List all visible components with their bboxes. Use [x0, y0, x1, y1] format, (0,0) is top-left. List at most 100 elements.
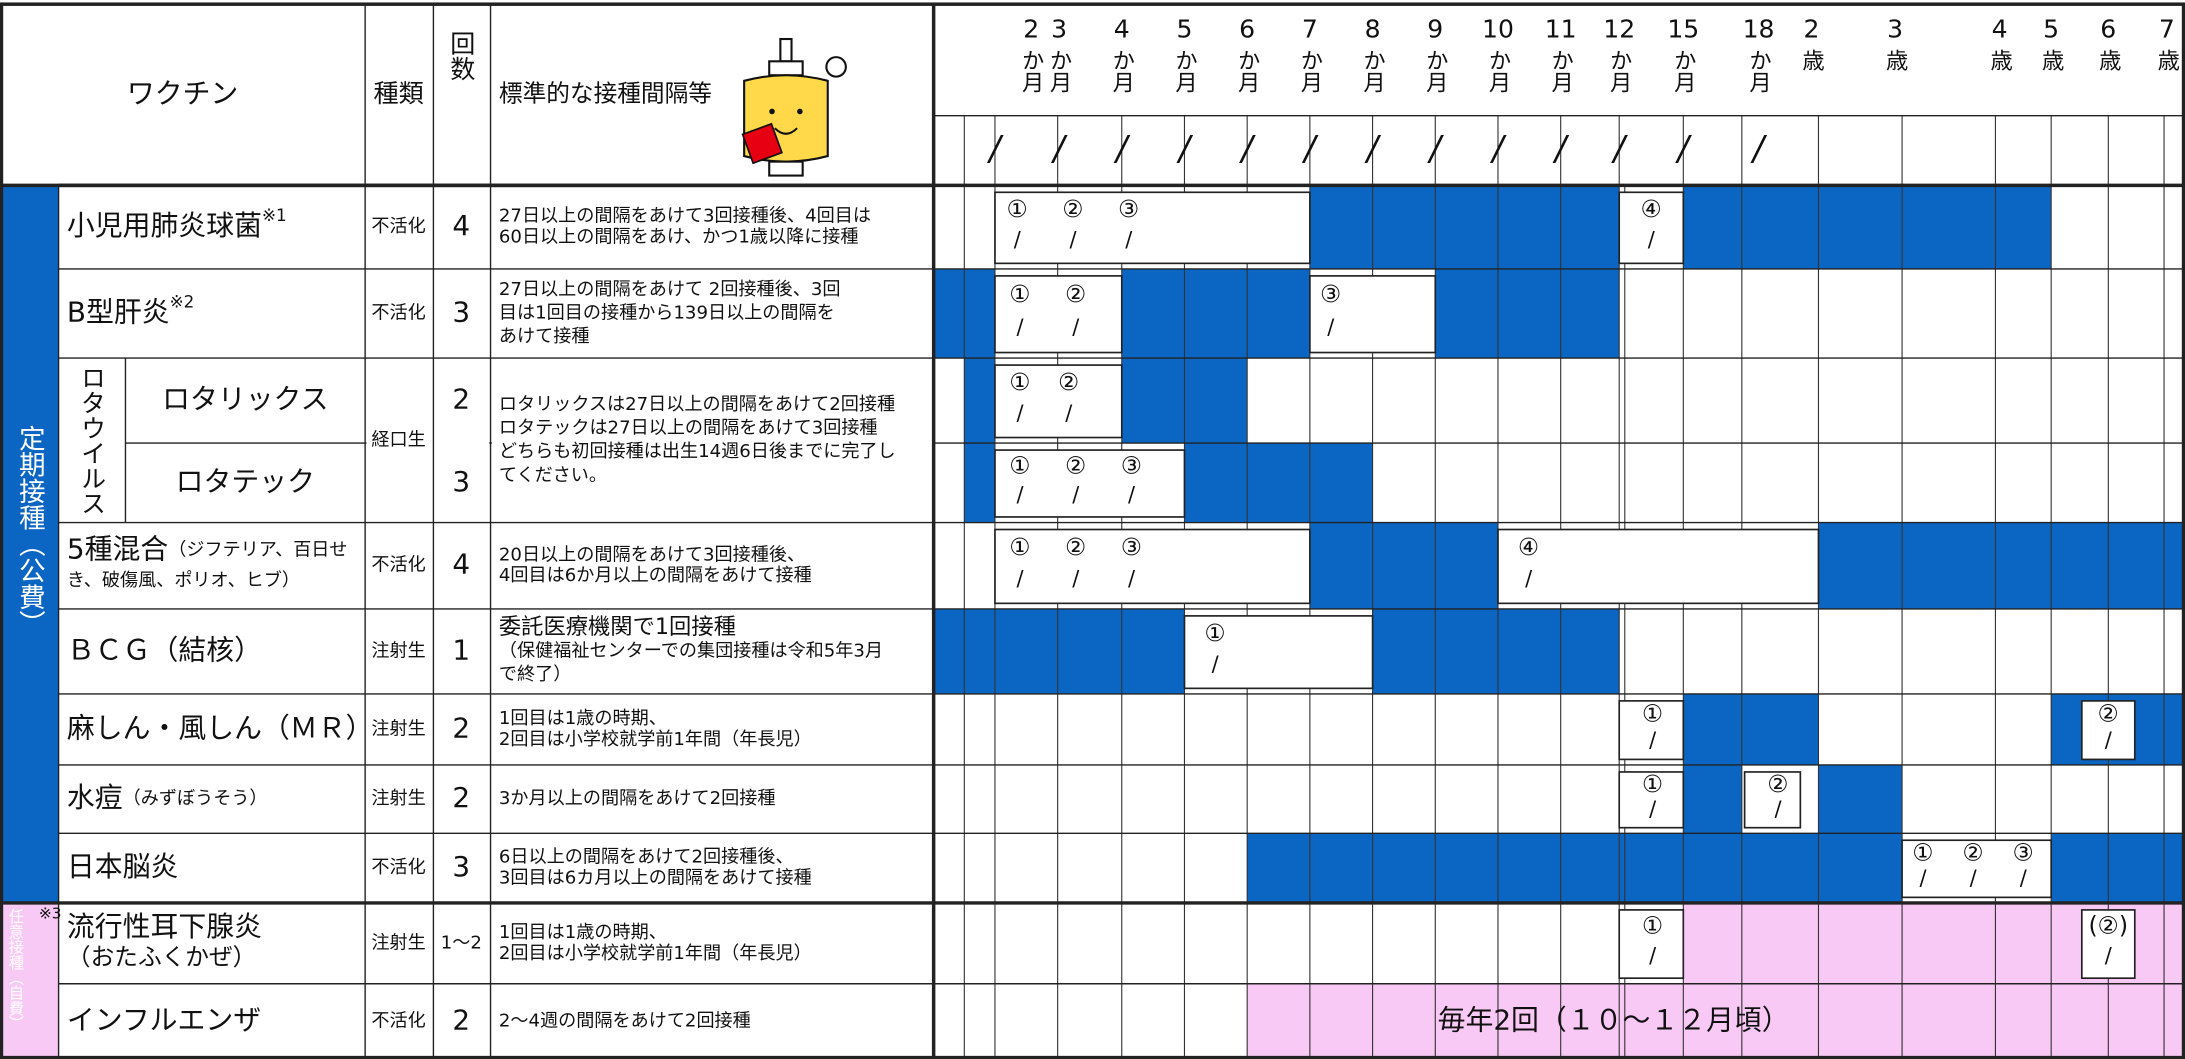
vaccine-sub: （みずぼうそう）	[123, 788, 268, 809]
date-slash: /	[1750, 129, 1768, 168]
age-unit: か月	[1297, 49, 1323, 94]
date-slash: /	[1675, 129, 1693, 168]
dose-count: 4	[452, 548, 470, 581]
dose-count: 2	[452, 711, 470, 744]
dose-label: ②	[1065, 280, 1086, 308]
dose-label: ②	[1065, 533, 1086, 561]
age-number: 3	[1887, 15, 1903, 44]
dose-box	[1618, 771, 1685, 829]
dose-box	[994, 275, 1123, 354]
dose-count: 3	[452, 296, 470, 329]
dose-date-slash: /	[1919, 866, 1927, 890]
age-unit: 歳	[2095, 48, 2121, 71]
interval-text: 27日以上の間隔をあけて3回接種後、4回目は	[499, 206, 871, 227]
schedule-band	[1247, 983, 2185, 1059]
dose-box	[994, 364, 1123, 439]
dose-label: (②)	[2088, 912, 2128, 940]
group-band	[0, 902, 59, 1059]
dose-label: ②	[1767, 770, 1788, 798]
schedule-band	[1818, 764, 1903, 834]
dose-label: ②	[2098, 700, 2119, 728]
vaccine-name-text: 小児用肺炎球菌	[67, 209, 262, 242]
interval-text: 3か月以上の間隔をあけて2回接種	[499, 788, 776, 809]
dose-date-slash: /	[2105, 728, 2113, 752]
dose-count: 2	[452, 383, 470, 416]
schedule-band	[1247, 833, 1903, 903]
dose-date-slash: /	[2105, 943, 2113, 967]
group-routine: 定期接種（公費）	[14, 425, 45, 637]
dose-date-slash: /	[1648, 228, 1656, 252]
dose-label: ①	[1009, 280, 1030, 308]
vaccine-name-text: 日本脳炎	[67, 850, 178, 883]
interval-text: 2～4週の間隔をあけて2回接種	[499, 1010, 751, 1031]
dose-box	[1618, 700, 1685, 761]
date-slash: /	[1489, 129, 1507, 168]
vaccine-type: 注射生	[371, 788, 425, 809]
interval-text: 1回目は1歳の時期、	[499, 708, 667, 729]
dose-count: 3	[452, 465, 470, 498]
dose-box	[1183, 615, 1374, 690]
dose-label: ①	[1205, 619, 1226, 647]
dose-date-slash: /	[1649, 728, 1657, 752]
interval-text: あけて接種	[499, 326, 590, 347]
schedule-band	[2051, 833, 2185, 903]
vaccine-type: 不活化	[371, 555, 425, 576]
dose-label: ②	[1058, 368, 1079, 396]
vaccine-name: ロタテック	[176, 465, 315, 498]
dose-label: ①	[1009, 451, 1030, 479]
group-rota: ロタウイルス	[78, 365, 107, 515]
dose-label: ③	[1118, 195, 1139, 223]
interval-text: で終了）	[499, 664, 571, 685]
schedule-band	[1372, 608, 1620, 694]
vaccine-sub: （ジフテリア、百日せ	[168, 539, 347, 560]
vaccine-type: 不活化	[371, 1010, 425, 1031]
interval-text: ロタテックは27日以上の間隔をあけて3回接種	[499, 417, 878, 438]
date-slash: /	[986, 129, 1004, 168]
schedule-band	[964, 443, 995, 523]
vaccine-name-text: 麻しん・風しん（ＭＲ）	[67, 711, 373, 744]
dose-box	[1618, 191, 1685, 265]
date-slash: /	[1552, 129, 1570, 168]
dose-label: ④	[1518, 533, 1539, 561]
age-number: 6	[2100, 15, 2116, 44]
dose-box	[994, 191, 1311, 265]
vaccine-name: B型肝炎※2	[67, 291, 194, 329]
age-unit: か月	[1018, 49, 1044, 94]
vaccine-type: 経口生	[371, 429, 425, 450]
dose-date-slash: /	[1775, 797, 1783, 821]
vaccine-name-text: ロタリックス	[162, 383, 328, 416]
dose-box	[1901, 839, 2053, 899]
merged-cell	[366, 359, 490, 522]
dose-date-slash: /	[1072, 567, 1080, 591]
vaccine-type: 不活化	[371, 303, 425, 324]
age-number: 5	[2043, 15, 2059, 44]
dose-date-slash: /	[1065, 401, 1073, 425]
age-number: 3	[1051, 15, 1067, 44]
vaccine-name-text: B型肝炎	[67, 296, 170, 329]
dose-label: ④	[1641, 195, 1662, 223]
vaccine-name-text: インフルエンザ	[67, 1003, 261, 1036]
date-slash: /	[1239, 129, 1257, 168]
dose-date-slash: /	[1072, 483, 1080, 507]
group-note: ※3	[39, 905, 62, 923]
dose-date-slash: /	[1327, 315, 1335, 339]
date-slash: /	[1113, 129, 1131, 168]
header-vaccine: ワクチン	[127, 77, 238, 110]
age-number: 5	[1176, 15, 1192, 44]
dose-date-slash: /	[1017, 483, 1025, 507]
age-unit: か月	[1746, 49, 1772, 94]
date-slash: /	[1364, 129, 1382, 168]
age-unit: か月	[1360, 49, 1386, 94]
dose-date-slash: /	[1970, 866, 1978, 890]
age-number: 7	[2159, 15, 2175, 44]
age-unit: 歳	[2038, 48, 2064, 71]
vaccine-name: 水痘（みずぼうそう）	[67, 781, 268, 814]
dose-box	[1618, 909, 1685, 980]
vaccine-name-text: ロタテック	[176, 465, 315, 498]
group-band	[0, 185, 59, 903]
dose-date-slash: /	[1125, 228, 1133, 252]
age-number: 2	[1804, 15, 1820, 44]
dose-count: 2	[452, 1003, 470, 1036]
vaccine-type: 注射生	[371, 932, 425, 953]
